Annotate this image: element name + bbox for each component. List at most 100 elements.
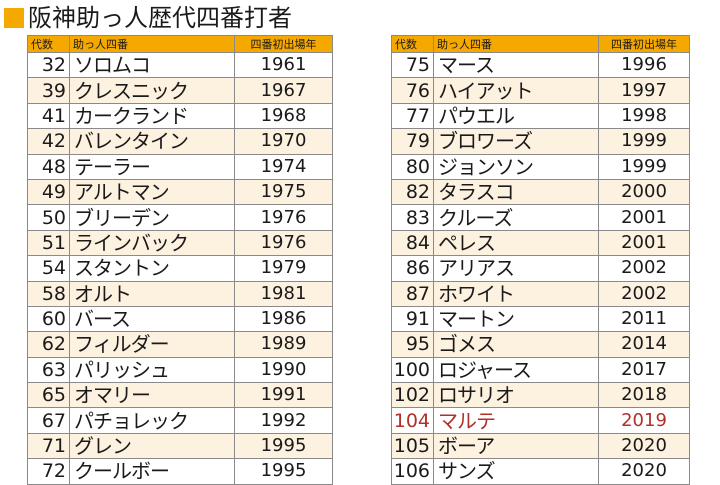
table-row: 71 グレン 1995 — [27, 432, 333, 460]
table-row: 54 スタントン 1979 — [27, 255, 333, 282]
cell-year: 2002 — [598, 255, 690, 282]
cleanup-table-right: 代数 助っ人四番 四番初出場年 75 マース 1996 76 ハイアット 1997 77 パウ… — [391, 35, 690, 485]
cell-name: オマリー — [69, 382, 235, 409]
table-row: 58 オルト 1981 — [27, 280, 333, 307]
cell-no: 100 — [391, 356, 434, 384]
table-row: 75 マース 1996 — [391, 51, 690, 79]
cell-name: クルーズ — [433, 204, 599, 231]
cell-no: 79 — [391, 128, 434, 155]
cell-no: 58 — [27, 280, 70, 307]
cell-no: 86 — [391, 255, 434, 282]
cell-no: 106 — [391, 458, 434, 485]
header-year: 四番初出場年 — [234, 35, 333, 53]
cell-no: 67 — [27, 407, 70, 434]
cell-year: 1995 — [234, 432, 333, 460]
table-row: 84 ペレス 2001 — [391, 229, 690, 257]
table-row: 76 ハイアット 1997 — [391, 77, 690, 104]
cell-year: 2002 — [598, 280, 690, 307]
table-row: 86 アリアス 2002 — [391, 255, 690, 282]
cell-no: 87 — [391, 280, 434, 307]
cell-name: ブロワーズ — [433, 128, 599, 155]
cell-year: 1991 — [234, 382, 333, 409]
cell-no: 80 — [391, 153, 434, 180]
cell-year: 2020 — [598, 432, 690, 460]
cell-no: 60 — [27, 305, 70, 333]
cell-year: 2001 — [598, 229, 690, 257]
cell-no: 102 — [391, 382, 434, 409]
cell-year: 2020 — [598, 458, 690, 485]
cell-name: アリアス — [433, 255, 599, 282]
cell-no: 77 — [391, 102, 434, 130]
table-row: 95 ゴメス 2014 — [391, 331, 690, 358]
table-row: 51 ラインバック 1976 — [27, 229, 333, 257]
cell-name: タラスコ — [433, 178, 599, 206]
table-row: 48 テーラー 1974 — [27, 153, 333, 180]
table-row: 60 バース 1986 — [27, 305, 333, 333]
header-name: 助っ人四番 — [69, 35, 235, 53]
cell-no: 65 — [27, 382, 70, 409]
cell-name: ロサリオ — [433, 382, 599, 409]
cell-year: 1995 — [234, 458, 333, 485]
cell-no: 49 — [27, 178, 70, 206]
cell-no: 105 — [391, 432, 434, 460]
cell-year: 1979 — [234, 255, 333, 282]
cell-name: ゴメス — [433, 331, 599, 358]
cell-name: パチョレック — [69, 407, 235, 434]
cleanup-table-left: 代数 助っ人四番 四番初出場年 32 ソロムコ 1961 39 クレスニック 1967 41… — [27, 35, 333, 485]
cell-year: 1998 — [598, 102, 690, 130]
table-row: 80 ジョンソン 1999 — [391, 153, 690, 180]
cell-year: 1975 — [234, 178, 333, 206]
cell-no: 39 — [27, 77, 70, 104]
cell-no: 62 — [27, 331, 70, 358]
cell-name: ハイアット — [433, 77, 599, 104]
cell-name: ソロムコ — [69, 51, 235, 79]
table-row: 49 アルトマン 1975 — [27, 178, 333, 206]
cell-year: 2019 — [598, 407, 690, 434]
cell-no: 50 — [27, 204, 70, 231]
cell-name: マース — [433, 51, 599, 79]
cell-year: 2014 — [598, 331, 690, 358]
table-row: 79 ブロワーズ 1999 — [391, 128, 690, 155]
cell-name: ペレス — [433, 229, 599, 257]
table-row: 83 クルーズ 2001 — [391, 204, 690, 231]
table-row: 39 クレスニック 1967 — [27, 77, 333, 104]
cell-name: マルテ — [433, 407, 599, 434]
cell-name: クールボー — [69, 458, 235, 485]
table-row: 67 パチョレック 1992 — [27, 407, 333, 434]
header-year: 四番初出場年 — [598, 35, 690, 53]
cell-year: 1981 — [234, 280, 333, 307]
cell-year: 1999 — [598, 128, 690, 155]
table-row: 100 ロジャース 2017 — [391, 356, 690, 384]
cell-name: ラインバック — [69, 229, 235, 257]
cell-no: 72 — [27, 458, 70, 485]
cell-year: 1970 — [234, 128, 333, 155]
table-row: 41 カークランド 1968 — [27, 102, 333, 130]
page-title: 阪神助っ人歴代四番打者 — [4, 3, 292, 33]
cell-no: 83 — [391, 204, 434, 231]
cell-year: 1997 — [598, 77, 690, 104]
table-row: 105 ボーア 2020 — [391, 432, 690, 460]
table-row: 72 クールボー 1995 — [27, 458, 333, 485]
table-row: 82 タラスコ 2000 — [391, 178, 690, 206]
cell-year: 2017 — [598, 356, 690, 384]
cell-year: 1999 — [598, 153, 690, 180]
table-row: 65 オマリー 1991 — [27, 382, 333, 409]
cell-year: 1967 — [234, 77, 333, 104]
cell-year: 1986 — [234, 305, 333, 333]
cell-no: 75 — [391, 51, 434, 79]
cell-name: ジョンソン — [433, 153, 599, 180]
table-row: 104 マルテ 2019 — [391, 407, 690, 434]
table-row: 62 フィルダー 1989 — [27, 331, 333, 358]
cell-name: グレン — [69, 432, 235, 460]
table-row: 91 マートン 2011 — [391, 305, 690, 333]
table-row: 106 サンズ 2020 — [391, 458, 690, 485]
cell-year: 2018 — [598, 382, 690, 409]
table-row: 102 ロサリオ 2018 — [391, 382, 690, 409]
cell-year: 2000 — [598, 178, 690, 206]
cell-no: 84 — [391, 229, 434, 257]
page-title-text: 阪神助っ人歴代四番打者 — [28, 4, 292, 32]
cell-year: 1961 — [234, 51, 333, 79]
cell-name: ボーア — [433, 432, 599, 460]
cell-no: 82 — [391, 178, 434, 206]
cell-no: 42 — [27, 128, 70, 155]
